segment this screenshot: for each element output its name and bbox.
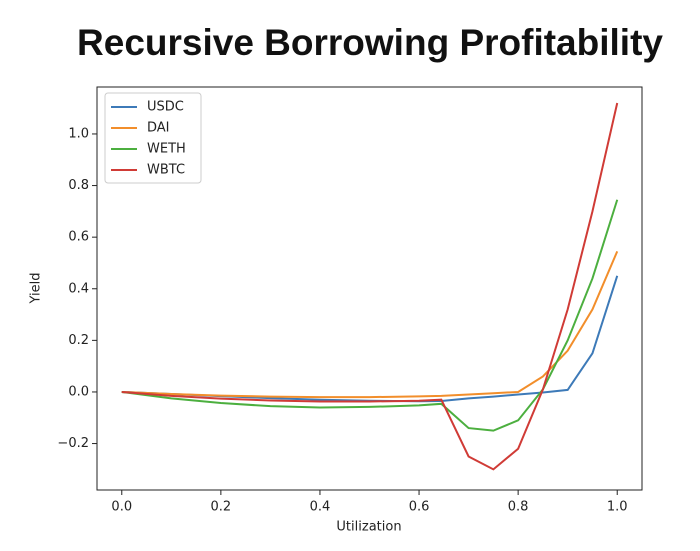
data-line bbox=[121, 102, 619, 471]
plot-frame bbox=[96, 86, 643, 491]
y-tick-label: 0.2 bbox=[68, 333, 89, 348]
x-tick-label: 0.8 bbox=[508, 500, 529, 515]
y-tick-label: 0.8 bbox=[68, 178, 89, 193]
data-line bbox=[121, 250, 619, 399]
legend-label: WETH bbox=[147, 142, 186, 157]
legend-label: DAI bbox=[147, 121, 170, 136]
legend-label: WBTC bbox=[147, 163, 185, 178]
x-tick-label: 1.0 bbox=[607, 500, 628, 515]
y-axis-label: Yield bbox=[29, 273, 44, 305]
x-tick-label: 0.0 bbox=[111, 500, 132, 515]
x-tick-label: 0.6 bbox=[409, 500, 430, 515]
y-tick-label: 0.4 bbox=[68, 281, 89, 296]
data-line bbox=[121, 199, 619, 432]
x-tick-label: 0.2 bbox=[211, 500, 232, 515]
y-tick-label: 1.0 bbox=[68, 126, 89, 141]
legend-box bbox=[104, 92, 202, 184]
y-tick-label: 0.6 bbox=[68, 230, 89, 245]
y-tick-label: −0.2 bbox=[57, 436, 89, 451]
chart-title: Recursive Borrowing Profitability bbox=[77, 22, 663, 63]
data-line bbox=[121, 275, 619, 403]
legend-label: USDC bbox=[147, 100, 184, 115]
x-axis-label: Utilization bbox=[336, 520, 401, 535]
x-tick-label: 0.4 bbox=[310, 500, 331, 515]
y-tick-label: 0.0 bbox=[68, 384, 89, 399]
